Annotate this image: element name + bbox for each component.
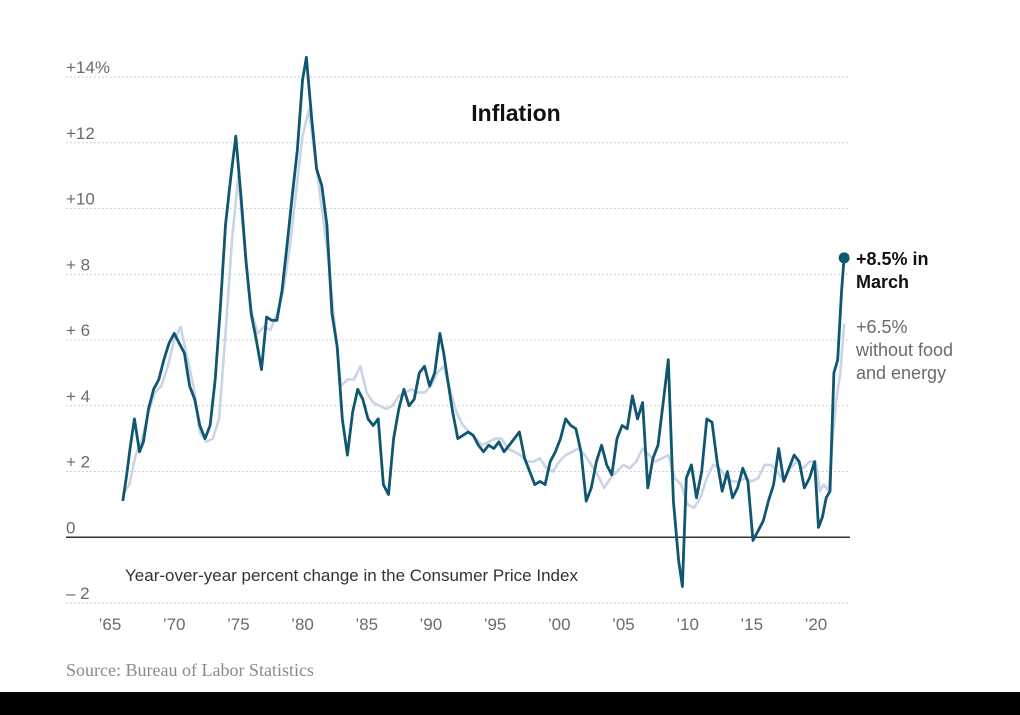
y-tick-label: + 4 — [66, 387, 90, 406]
headline-annotation-line2: March — [856, 272, 909, 292]
series-lines — [121, 55, 846, 588]
y-tick-label: +12 — [66, 124, 95, 143]
chart-subtitle: Year-over-year percent change in the Con… — [125, 566, 578, 585]
y-axis-ticks: +14% +12 +10 + 8 + 6 + 4 + 2 0 – 2 — [66, 58, 110, 603]
y-tick-label: +10 — [66, 190, 95, 209]
x-tick-label: ’90 — [420, 615, 443, 634]
series-line-all-items — [121, 55, 846, 588]
y-tick-label: + 2 — [66, 453, 90, 472]
x-tick-label: ’95 — [484, 615, 507, 634]
x-tick-label: ’20 — [805, 615, 828, 634]
inflation-chart: +14%+12+10+ 8+ 6+ 4+ 20– 2 ’65’70’75’80’… — [66, 55, 953, 634]
y-tick-label: + 6 — [66, 321, 90, 340]
bottom-bar — [0, 692, 1020, 715]
y-tick-label: – 2 — [66, 584, 90, 603]
source-note: Source: Bureau of Labor Statistics — [66, 660, 314, 680]
x-tick-label: ’65 — [99, 615, 122, 634]
headline-annotation-line1: +8.5% in — [856, 249, 929, 269]
y-tick-label: + 8 — [66, 255, 90, 274]
chart-title: Inflation — [471, 100, 560, 126]
x-tick-label: ’80 — [291, 615, 314, 634]
core-annotation-line1: +6.5% — [856, 317, 908, 337]
x-tick-label: ’70 — [163, 615, 186, 634]
x-tick-label: ’75 — [227, 615, 250, 634]
core-annotation-line3: and energy — [856, 363, 946, 383]
core-annotation-line2: without food — [855, 340, 953, 360]
latest-value-dot — [838, 252, 850, 264]
x-tick-label: ’15 — [740, 615, 763, 634]
x-axis-ticks: ’65 ’70 ’75 ’80 ’85 ’90 ’95 ’00 ’05 ’10 ’15 ’20 — [99, 615, 828, 634]
x-tick-label: ’00 — [548, 615, 571, 634]
x-tick-label: ’85 — [355, 615, 378, 634]
x-tick-label: ’10 — [676, 615, 699, 634]
y-tick-label: 0 — [66, 518, 75, 537]
y-tick-label: +14% — [66, 58, 110, 77]
x-tick-label: ’05 — [612, 615, 635, 634]
